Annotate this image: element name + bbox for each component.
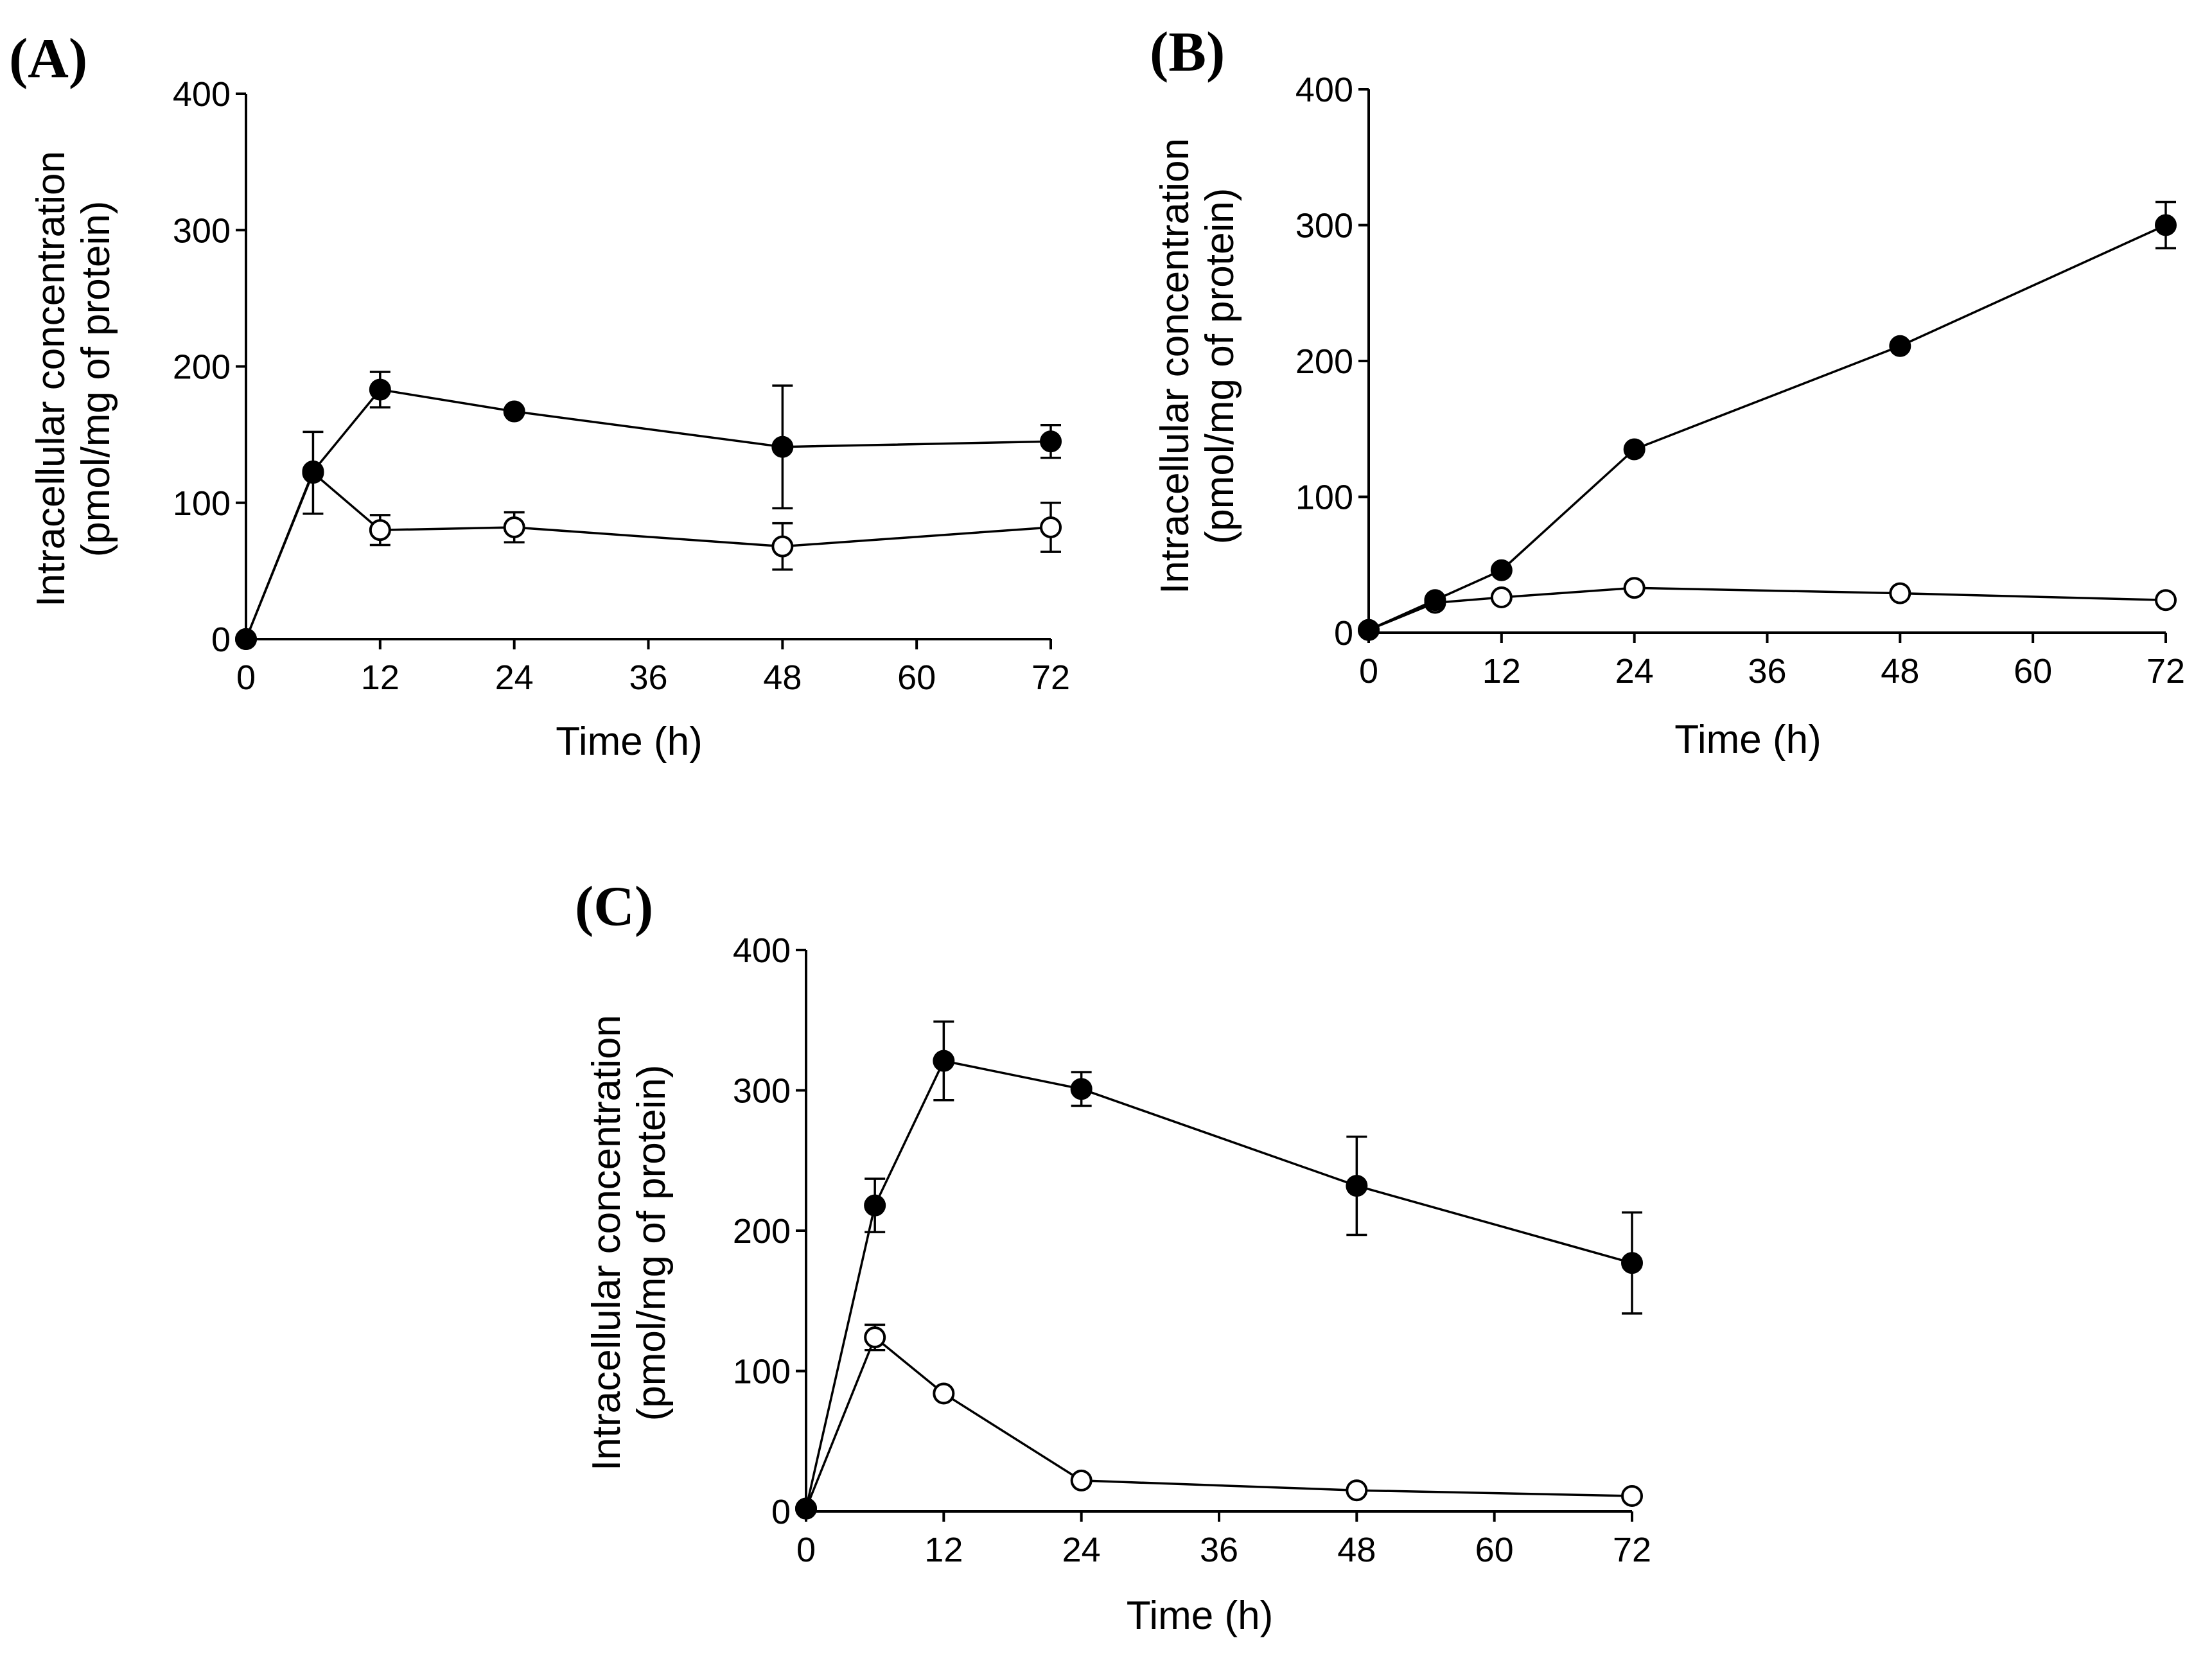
data-point-filled <box>235 628 257 650</box>
y-tick-label: 300 <box>173 211 231 250</box>
data-point-filled <box>771 435 794 458</box>
data-point-open <box>1623 577 1646 599</box>
x-tick-label: 0 <box>1359 652 1378 691</box>
x-tick-label: 36 <box>1200 1531 1238 1569</box>
data-point-open <box>1040 516 1062 538</box>
data-point-open <box>1346 1479 1368 1502</box>
series-line-open <box>245 471 1051 640</box>
panel-label-c: (C) <box>575 875 653 938</box>
y-tick-label: 400 <box>733 931 791 970</box>
data-point-open <box>864 1326 886 1349</box>
y-tick-label: 200 <box>1295 342 1353 381</box>
data-point-filled <box>1889 335 1911 357</box>
series-line-filled <box>805 1059 1633 1509</box>
y-tick-label: 0 <box>211 620 231 659</box>
x-tick-label: 48 <box>1881 652 1919 691</box>
data-point-open <box>1070 1469 1093 1491</box>
series-line-filled <box>245 388 1051 640</box>
y-tick-label: 100 <box>173 484 231 523</box>
x-tick-label: 12 <box>924 1531 963 1569</box>
x-tick-label: 12 <box>1482 652 1521 691</box>
x-tick-label: 0 <box>236 658 256 697</box>
data-point-open <box>1490 586 1513 609</box>
x-tick-label: 36 <box>1748 652 1786 691</box>
data-point-filled <box>369 378 391 401</box>
data-point-filled <box>503 400 525 423</box>
data-point-filled <box>1623 438 1646 461</box>
data-point-filled <box>1040 430 1062 453</box>
x-tick-label: 60 <box>1475 1531 1514 1569</box>
data-point-filled <box>1490 559 1513 581</box>
data-point-filled <box>1621 1252 1643 1274</box>
y-tick-label: 300 <box>733 1072 791 1111</box>
data-point-filled <box>1346 1175 1368 1197</box>
x-tick-label: 12 <box>361 658 399 697</box>
data-point-open <box>1889 582 1911 604</box>
panel-a: (A) 0 12 24 36 48 60 72 0 100 200 300 400 Time (h) Int… <box>9 28 1070 764</box>
x-axis-title: Time (h) <box>1127 1594 1273 1638</box>
y-axis-title-line1: Intracellular concentration <box>584 1015 629 1471</box>
panel-label-a: (A) <box>9 28 87 90</box>
x-tick-label: 60 <box>2014 652 2052 691</box>
data-point-open <box>771 535 794 558</box>
x-tick-label: 60 <box>897 658 936 697</box>
data-point-open <box>933 1382 955 1405</box>
x-tick-label: 48 <box>1337 1531 1376 1569</box>
y-tick-label: 400 <box>173 75 231 114</box>
y-axis-title-line2: (pmol/mg of protein) <box>629 1065 674 1421</box>
x-tick-label: 24 <box>1062 1531 1101 1569</box>
x-tick-label: 48 <box>763 658 802 697</box>
y-tick-label: 200 <box>173 348 231 387</box>
y-tick-label: 0 <box>1334 614 1353 653</box>
panel-b: (B) 0 12 24 36 48 60 72 0 100 200 300 400 Time (h) Int… <box>1150 21 2185 762</box>
panel-c: (C) 0 12 24 36 48 60 72 0 100 200 300 400 Time (h) Int… <box>575 875 1651 1638</box>
y-axis-title-line1: Intracellular concentration <box>29 151 73 607</box>
data-point-open <box>1621 1484 1643 1507</box>
x-tick-label: 36 <box>629 658 667 697</box>
y-axis-title-line2: (pmol/mg of protein) <box>1198 188 1242 545</box>
x-tick-label: 72 <box>2146 652 2185 691</box>
data-point-filled <box>933 1050 955 1072</box>
y-tick-label: 300 <box>1295 207 1353 245</box>
data-point-open <box>369 519 391 541</box>
x-axis-title: Time (h) <box>1674 717 1821 762</box>
series-line-filled <box>1368 224 2166 631</box>
data-point-filled <box>302 460 324 482</box>
x-tick-label: 0 <box>796 1531 816 1569</box>
y-tick-label: 100 <box>1295 479 1353 517</box>
x-tick-label: 72 <box>1031 658 1070 697</box>
data-point-filled <box>1070 1078 1093 1100</box>
series-line-open <box>805 1335 1633 1509</box>
data-point-open <box>2155 589 2177 611</box>
y-axis-title-line1: Intracellular concentration <box>1153 138 1197 594</box>
x-tick-label: 24 <box>1615 652 1654 691</box>
x-tick-label: 24 <box>495 658 534 697</box>
y-tick-label: 400 <box>1295 71 1353 109</box>
y-tick-label: 0 <box>771 1493 791 1531</box>
x-axis-title: Time (h) <box>556 719 702 764</box>
y-tick-label: 200 <box>733 1212 791 1251</box>
data-point-filled <box>864 1194 886 1217</box>
data-point-open <box>503 516 525 538</box>
y-axis-title-line2: (pmol/mg of protein) <box>74 201 118 558</box>
y-tick-label: 100 <box>733 1353 791 1391</box>
data-point-filled <box>2155 214 2177 236</box>
data-point-filled <box>1424 589 1446 611</box>
data-point-filled <box>1358 619 1380 641</box>
series-line-open <box>1368 586 2166 631</box>
data-point-filled <box>795 1497 817 1520</box>
x-tick-label: 72 <box>1613 1531 1651 1569</box>
panel-label-b: (B) <box>1150 21 1225 84</box>
